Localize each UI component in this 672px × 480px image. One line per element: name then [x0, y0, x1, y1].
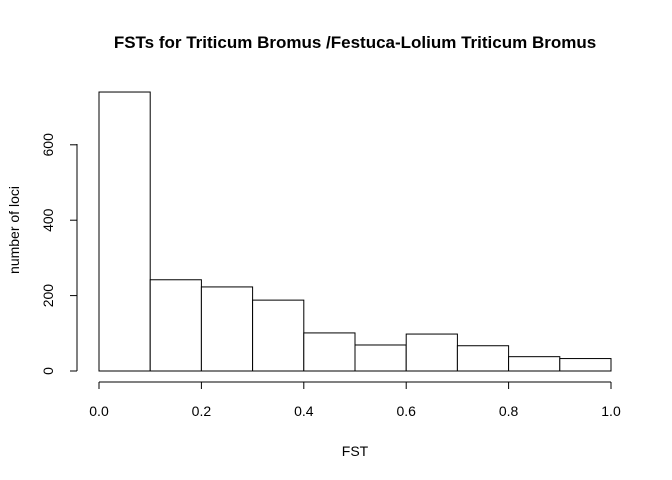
y-tick-label-0: 0	[40, 367, 56, 375]
x-tick-label-2: 0.4	[294, 403, 314, 419]
y-tick-label-1: 200	[40, 284, 56, 308]
x-tick-label-5: 1.0	[601, 403, 621, 419]
y-axis: 0 200 400 600	[40, 133, 78, 375]
histogram-bar-9	[559, 358, 612, 372]
histogram-bar-2	[200, 286, 254, 372]
chart-title: FSTs for Triticum Bromus /Festuca-Lolium…	[114, 33, 596, 52]
histogram-bar-8	[508, 356, 561, 372]
histogram-bar-3	[252, 299, 305, 372]
histogram-bar-0	[98, 91, 151, 372]
x-tick-label-0: 0.0	[89, 403, 109, 419]
y-tick-label-2: 400	[40, 208, 56, 232]
x-axis: 0.0 0.2 0.4 0.6 0.8 1.0	[89, 381, 621, 419]
y-axis-label: number of loci	[6, 186, 22, 274]
x-tick-label-3: 0.6	[396, 403, 416, 419]
x-axis-label: FST	[342, 443, 369, 459]
histogram-bar-5	[354, 344, 407, 372]
histogram-bar-1	[149, 279, 202, 372]
histogram-bar-4	[303, 332, 356, 372]
x-tick-label-1: 0.2	[192, 403, 212, 419]
bars-group	[98, 91, 612, 372]
histogram-bar-6	[405, 333, 458, 372]
histogram-bar-7	[456, 345, 510, 372]
x-tick-label-4: 0.8	[499, 403, 519, 419]
y-tick-label-3: 600	[40, 133, 56, 157]
